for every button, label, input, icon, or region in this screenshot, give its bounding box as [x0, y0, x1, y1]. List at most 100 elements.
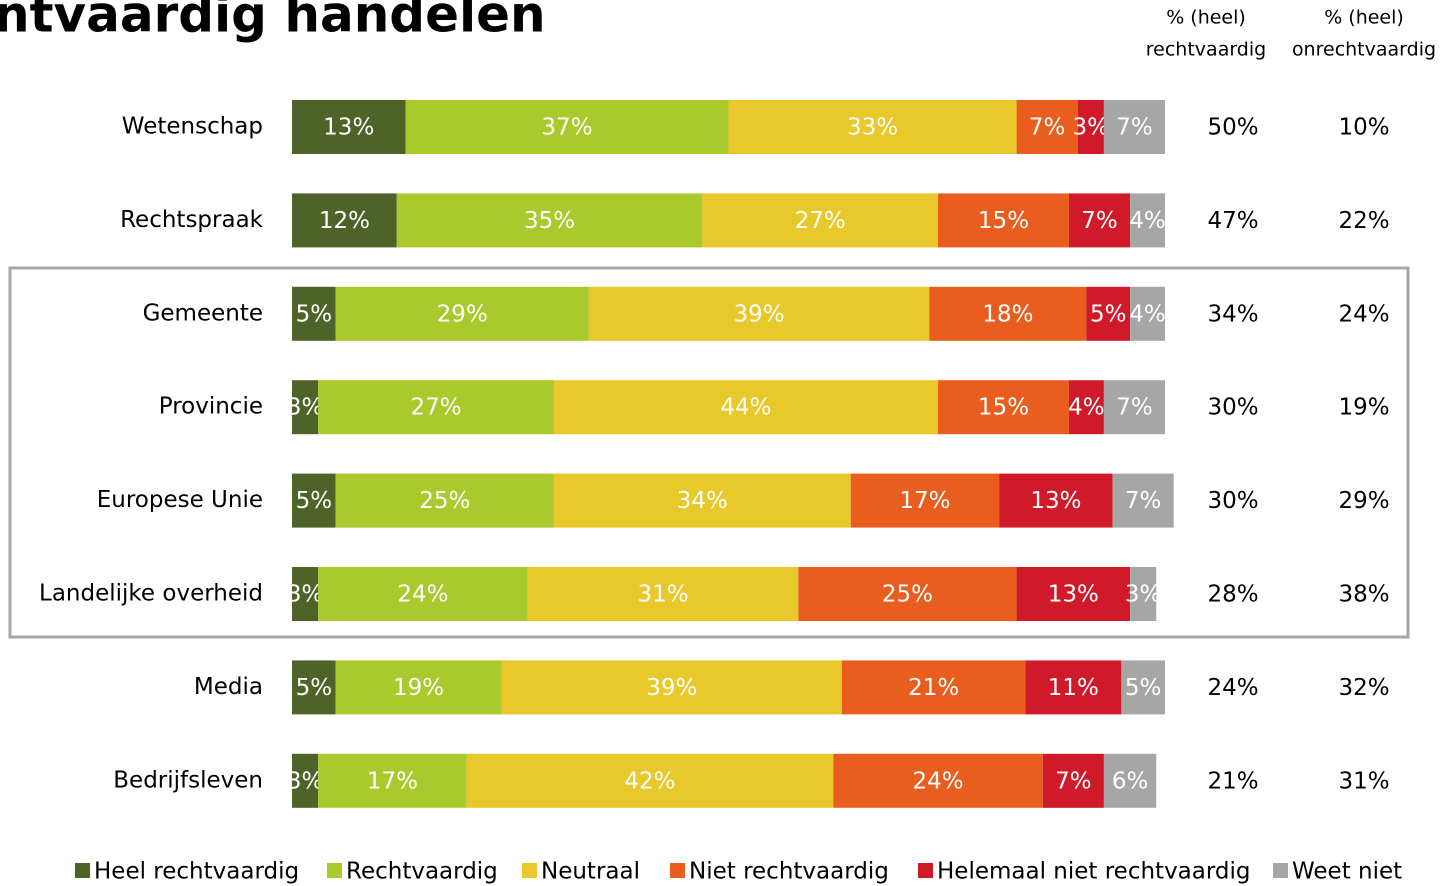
data-label: 11%: [1048, 675, 1099, 701]
category-label: Provincie: [159, 394, 263, 420]
data-label: 37%: [541, 115, 592, 141]
legend-swatch: [327, 863, 342, 878]
legend-swatch: [75, 863, 90, 878]
data-label: 19%: [393, 675, 444, 701]
column-value: 32%: [1338, 675, 1389, 701]
column-value: 50%: [1207, 115, 1258, 141]
bar-segment: [396, 193, 703, 248]
bar-segment: [318, 567, 528, 621]
bar-segment: [405, 100, 729, 154]
data-label: 42%: [624, 768, 675, 794]
bar-segment: [335, 473, 554, 528]
bar-segment: [702, 193, 939, 248]
bar-segment: [1103, 380, 1165, 435]
bar-segment: [1086, 286, 1131, 341]
data-label: 13%: [323, 115, 374, 141]
category-label: Gemeente: [143, 300, 263, 326]
data-label: 3%: [1125, 582, 1162, 608]
data-label: 4%: [1129, 208, 1166, 234]
data-label: 21%: [908, 675, 959, 701]
bar-segment: [1112, 473, 1174, 528]
column-value: 30%: [1207, 395, 1258, 421]
data-label: 31%: [637, 582, 688, 608]
data-label: 25%: [882, 582, 933, 608]
bar-segment: [292, 380, 319, 435]
column-header: % (heel): [1324, 7, 1404, 29]
bar-segment: [292, 753, 319, 808]
column-header: % (heel): [1166, 7, 1246, 29]
data-label: 13%: [1048, 582, 1099, 608]
data-label: 17%: [367, 768, 418, 794]
data-label: 7%: [1116, 115, 1153, 141]
bar-segment: [841, 660, 1026, 715]
column-value: 34%: [1207, 301, 1258, 327]
column-value: 47%: [1207, 208, 1258, 234]
data-label: 5%: [296, 675, 333, 701]
column-value: 30%: [1207, 488, 1258, 514]
bar-segment: [318, 753, 467, 808]
data-label: 24%: [397, 582, 448, 608]
legend-label: Weet niet: [1292, 859, 1402, 885]
legend-label: Helemaal niet rechtvaardig: [937, 859, 1251, 885]
bar-segment: [1016, 100, 1078, 154]
data-label: 5%: [296, 301, 333, 327]
bar-segment: [335, 660, 502, 715]
data-label: 3%: [287, 768, 324, 794]
bar-segment: [1130, 193, 1165, 248]
category-label: Europese Unie: [97, 487, 263, 513]
legend-label: Rechtvaardig: [346, 859, 498, 885]
bar-segment: [1068, 380, 1104, 435]
category-label: Wetenschap: [122, 114, 263, 140]
chart-title: ntvaardig handelen: [0, 0, 546, 44]
data-label: 24%: [912, 768, 963, 794]
data-label: 29%: [437, 301, 488, 327]
data-label: 5%: [1090, 301, 1127, 327]
bar-segment: [292, 660, 336, 715]
bar-segment: [999, 473, 1113, 528]
bar-segment: [1130, 286, 1165, 341]
category-label: Landelijke overheid: [39, 581, 263, 607]
bar-segment: [1025, 660, 1122, 715]
column-value: 21%: [1207, 768, 1258, 794]
data-label: 7%: [1029, 115, 1066, 141]
column-value: 22%: [1338, 208, 1389, 234]
data-label: 39%: [733, 301, 784, 327]
column-header: onrechtvaardig: [1292, 39, 1436, 61]
bar-segment: [527, 567, 799, 621]
data-label: 27%: [410, 395, 461, 421]
bar-segment: [553, 380, 939, 435]
legend-swatch: [522, 863, 537, 878]
column-value: 10%: [1338, 115, 1389, 141]
data-label: 12%: [319, 208, 370, 234]
bar-segment: [292, 473, 336, 528]
data-label: 15%: [978, 395, 1029, 421]
data-label: 3%: [1073, 115, 1110, 141]
bar-segment: [833, 753, 1043, 808]
column-value: 31%: [1338, 768, 1389, 794]
bar-segment: [1130, 567, 1157, 621]
highlight-box: [8, 266, 1410, 639]
bar-segment: [1042, 753, 1104, 808]
category-label: Bedrijfsleven: [113, 767, 263, 793]
bar-segment: [335, 286, 589, 341]
bar-segment: [938, 193, 1069, 248]
bar-segment: [1077, 100, 1104, 154]
bar-segment: [929, 286, 1087, 341]
legend-swatch: [1273, 863, 1288, 878]
column-value: 28%: [1207, 582, 1258, 608]
category-label: Rechtspraak: [120, 207, 264, 233]
column-value: 24%: [1338, 301, 1389, 327]
bar-segment: [292, 100, 406, 154]
legend-swatch: [670, 863, 685, 878]
data-label: 27%: [795, 208, 846, 234]
data-label: 4%: [1129, 301, 1166, 327]
bar-segment: [850, 473, 1000, 528]
data-label: 5%: [296, 488, 333, 514]
bar-segment: [292, 567, 319, 621]
bar-segment: [553, 473, 851, 528]
legend-label: Niet rechtvaardig: [689, 859, 889, 885]
data-label: 17%: [899, 488, 950, 514]
data-label: 35%: [524, 208, 575, 234]
data-label: 3%: [287, 395, 324, 421]
data-label: 18%: [982, 301, 1033, 327]
